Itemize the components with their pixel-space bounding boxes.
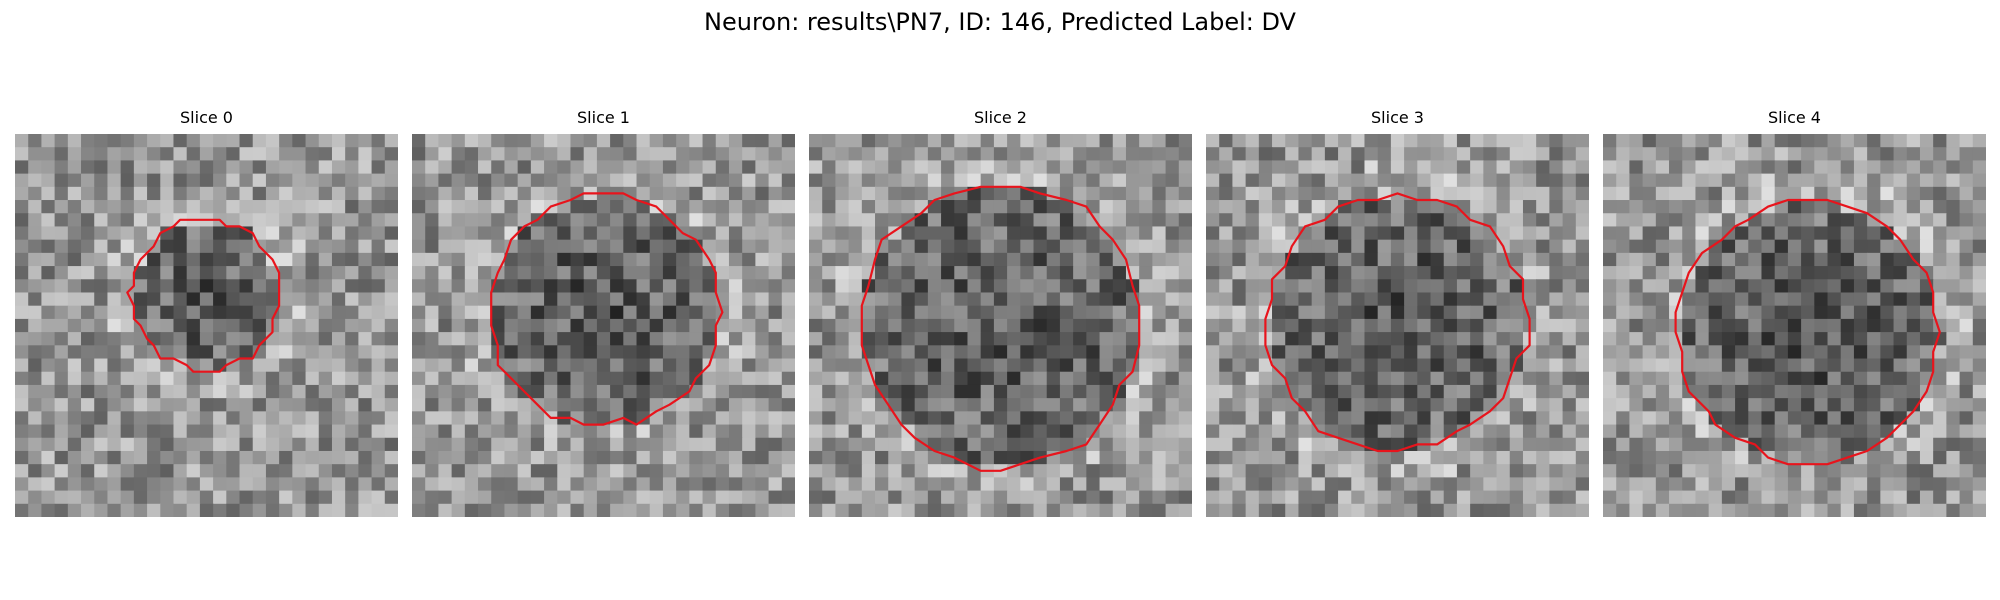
slice-panel-4: Slice 4 xyxy=(1603,108,1986,517)
segmentation-contour xyxy=(490,192,724,426)
segmentation-contour xyxy=(1674,198,1941,466)
slice-image xyxy=(15,134,398,517)
pixel-grid xyxy=(809,134,1192,517)
slice-title: Slice 0 xyxy=(180,108,233,127)
slice-image xyxy=(412,134,795,517)
segmentation-contour xyxy=(1264,192,1531,453)
pixel-grid xyxy=(1603,134,1986,517)
slice-image xyxy=(809,134,1192,517)
slice-title: Slice 4 xyxy=(1768,108,1821,127)
slice-panel-1: Slice 1 xyxy=(412,108,795,517)
segmentation-contour xyxy=(126,218,281,373)
pixel-grid xyxy=(1206,134,1589,517)
slice-image xyxy=(1206,134,1589,517)
pixel-grid xyxy=(412,134,795,517)
slice-panel-0: Slice 0 xyxy=(15,108,398,517)
slice-image xyxy=(1603,134,1986,517)
segmentation-contour xyxy=(860,185,1141,472)
slice-title: Slice 1 xyxy=(577,108,630,127)
slice-title: Slice 3 xyxy=(1371,108,1424,127)
slice-panel-2: Slice 2 xyxy=(809,108,1192,517)
slice-panel-3: Slice 3 xyxy=(1206,108,1589,517)
slice-title: Slice 2 xyxy=(974,108,1027,127)
figure-title: Neuron: results\PN7, ID: 146, Predicted … xyxy=(704,8,1296,36)
pixel-grid xyxy=(15,134,398,517)
